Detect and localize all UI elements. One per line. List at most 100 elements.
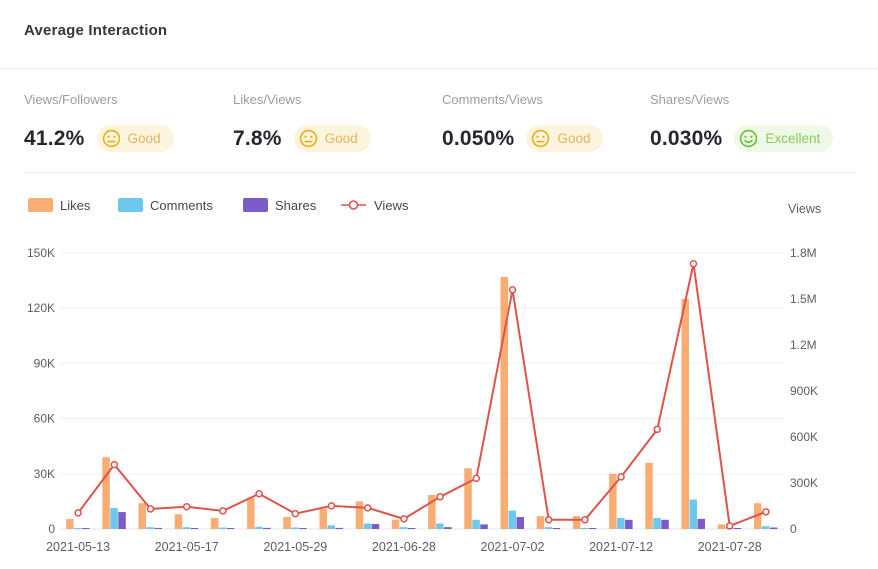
panel-title: Average Interaction: [24, 22, 168, 39]
bar-likes[interactable]: [102, 457, 110, 529]
bar-comments[interactable]: [436, 523, 444, 529]
bar-likes[interactable]: [645, 462, 653, 529]
rating-badge: Good: [526, 125, 604, 152]
bar-shares[interactable]: [552, 528, 561, 529]
rating-label: Good: [324, 131, 358, 146]
divider: [24, 172, 856, 173]
bar-shares[interactable]: [661, 519, 669, 529]
bar-likes[interactable]: [391, 519, 400, 529]
bar-shares[interactable]: [226, 528, 235, 529]
views-point[interactable]: [436, 493, 444, 501]
legend-item-likes[interactable]: Likes: [28, 197, 90, 213]
views-point[interactable]: [182, 503, 191, 511]
bar-comments[interactable]: [761, 526, 770, 529]
views-point[interactable]: [508, 286, 517, 294]
bar-comments[interactable]: [291, 527, 299, 529]
bar-comments[interactable]: [472, 519, 480, 529]
views-point[interactable]: [327, 502, 336, 510]
bar-shares[interactable]: [154, 527, 163, 529]
bar-likes[interactable]: [500, 276, 509, 529]
views-line[interactable]: [77, 262, 767, 527]
bar-likes[interactable]: [66, 519, 74, 529]
views-point[interactable]: [472, 474, 481, 483]
views-point[interactable]: [544, 516, 553, 524]
bar-shares[interactable]: [299, 528, 307, 529]
views-point[interactable]: [110, 460, 119, 469]
views-point[interactable]: [363, 504, 372, 512]
bar-likes[interactable]: [210, 517, 219, 529]
bar-likes[interactable]: [572, 516, 581, 529]
metric-label: Views/Followers: [24, 92, 118, 107]
bar-shares[interactable]: [82, 528, 90, 529]
views-point[interactable]: [146, 505, 155, 513]
bar-comments[interactable]: [182, 527, 191, 529]
bar-likes[interactable]: [464, 468, 472, 529]
bar-shares[interactable]: [444, 527, 452, 529]
views-point[interactable]: [725, 522, 734, 530]
bar-shares[interactable]: [480, 524, 488, 529]
bar-likes[interactable]: [681, 299, 690, 529]
bar-comments[interactable]: [110, 508, 118, 529]
bar-shares[interactable]: [733, 528, 742, 529]
bar-shares[interactable]: [371, 524, 380, 529]
views-point[interactable]: [581, 516, 589, 524]
views-point[interactable]: [762, 508, 770, 516]
neutral-face-icon: [532, 129, 550, 148]
bar-comments[interactable]: [580, 527, 589, 529]
bar-comments[interactable]: [218, 527, 227, 529]
bar-shares[interactable]: [697, 518, 706, 529]
right-axis-tick: 900K: [790, 384, 818, 398]
metric-label: Likes/Views: [233, 92, 302, 107]
bar-shares[interactable]: [190, 528, 199, 529]
left-axis-tick: 150K: [27, 246, 55, 260]
metric-value: 0.030%: [650, 126, 723, 150]
views-point[interactable]: [219, 507, 227, 515]
bar-shares[interactable]: [263, 527, 271, 529]
bar-likes[interactable]: [717, 524, 726, 529]
views-point[interactable]: [689, 259, 698, 268]
bar-comments[interactable]: [255, 526, 263, 529]
legend-item-shares[interactable]: Shares: [243, 197, 316, 213]
bar-shares[interactable]: [118, 512, 126, 529]
views-point[interactable]: [255, 489, 263, 498]
right-axis-tick: 1.8M: [790, 246, 817, 260]
bar-shares[interactable]: [625, 519, 633, 529]
bar-shares[interactable]: [516, 517, 525, 529]
bar-comments[interactable]: [689, 499, 698, 529]
bar-likes[interactable]: [283, 517, 291, 529]
bar-shares[interactable]: [335, 527, 344, 529]
views-point[interactable]: [653, 425, 662, 434]
views-point[interactable]: [291, 509, 300, 518]
bar-likes[interactable]: [319, 508, 328, 529]
bar-comments[interactable]: [399, 527, 408, 529]
views-point[interactable]: [400, 515, 408, 523]
bar-likes[interactable]: [609, 473, 617, 529]
interaction-chart[interactable]: 0 30K 60K 90K 120K 150K 0 300K 600K 900K 1.2M 1.5M 1…: [0, 235, 878, 569]
bar-likes[interactable]: [138, 503, 147, 529]
legend-item-comments[interactable]: Comments: [118, 197, 213, 213]
views-point[interactable]: [74, 509, 82, 517]
bar-comments[interactable]: [363, 523, 372, 529]
bar-likes[interactable]: [174, 514, 183, 529]
bar-shares[interactable]: [588, 528, 597, 529]
views-point[interactable]: [617, 473, 625, 481]
bar-comments[interactable]: [146, 527, 155, 529]
bar-comments[interactable]: [617, 517, 625, 529]
bar-comments[interactable]: [544, 527, 553, 529]
metric-card-likes-views: Likes/Views 7.8% Good: [233, 92, 433, 152]
bar-likes[interactable]: [428, 494, 436, 529]
right-axis-tick: 600K: [790, 430, 818, 444]
legend-swatch-shares: [243, 198, 268, 212]
bar-likes[interactable]: [753, 503, 762, 529]
bar-likes[interactable]: [355, 501, 364, 529]
bar-shares[interactable]: [769, 527, 778, 529]
bar-likes[interactable]: [536, 516, 545, 529]
left-axis-tick: 60K: [34, 412, 55, 426]
bar-comments[interactable]: [508, 510, 517, 529]
bar-comments[interactable]: [653, 517, 661, 529]
bar-comments[interactable]: [74, 527, 82, 529]
bar-shares[interactable]: [407, 528, 416, 529]
bar-likes[interactable]: [247, 497, 255, 529]
legend-item-views[interactable]: Views: [340, 197, 408, 213]
bar-comments[interactable]: [327, 525, 336, 529]
